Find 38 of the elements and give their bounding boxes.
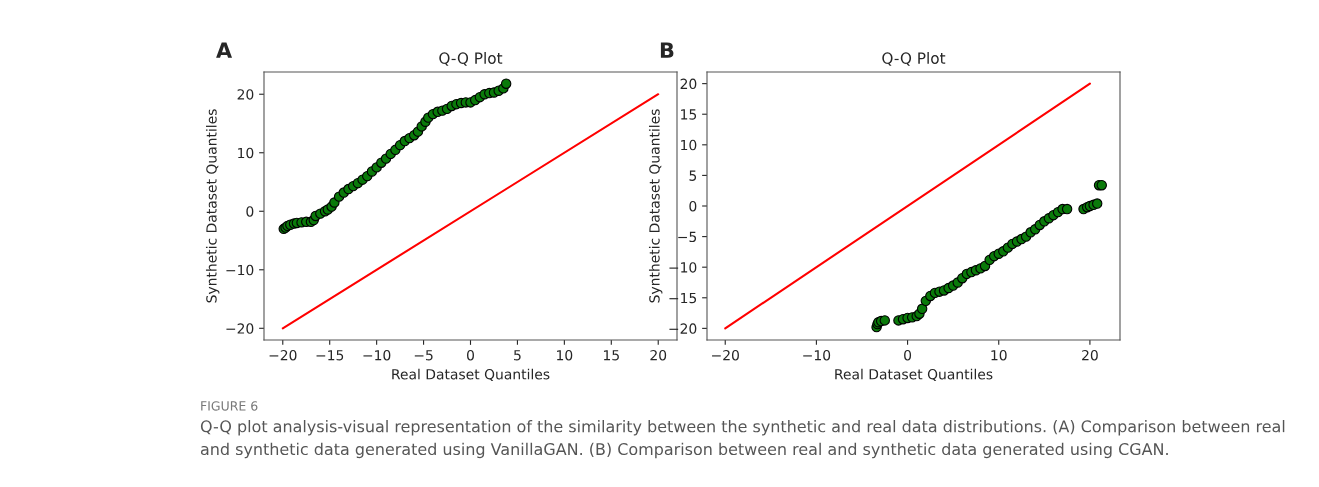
x-tick-label: 10 xyxy=(991,349,1007,361)
x-tick-label: −15 xyxy=(316,350,344,361)
x-tick-label: −5 xyxy=(414,350,433,361)
y-tick-label: 0 xyxy=(689,200,697,212)
y-tick-label: −15 xyxy=(669,292,697,304)
y-tick-label: −10 xyxy=(669,262,697,273)
y-tick-label: −20 xyxy=(669,323,697,334)
x-tick-label: 5 xyxy=(514,350,521,361)
y-tick-label: 20 xyxy=(680,78,697,90)
x-tick-label: 20 xyxy=(1082,349,1098,361)
x-tick-label: −20 xyxy=(269,349,297,361)
y-tick-label: 10 xyxy=(238,147,254,159)
x-tick-label: 20 xyxy=(650,349,667,361)
y-tick-label: 5 xyxy=(689,170,697,181)
chart-title: Q-Q Plot xyxy=(882,52,946,66)
text: B xyxy=(660,42,674,58)
y-tick-label: 0 xyxy=(246,206,254,217)
x-axis-title: Real Dataset Quantiles xyxy=(835,368,993,382)
text: Q-Q plot analysis-visual representation of the similarity between the synthetic and real data distributions. (A) Comparison between real and synthetic data generated using VanillaGAN. (B) Comparison between real and synthetic data generated using CGAN. xyxy=(200,420,1285,459)
text: A xyxy=(216,42,233,58)
y-tick-label: −5 xyxy=(678,231,697,243)
y-tick-label: −20 xyxy=(226,323,254,334)
x-tick-label: 15 xyxy=(603,350,619,361)
y-axis-title: Synthetic Dataset Quantiles xyxy=(648,109,663,303)
chart-title: Q-Q Plot xyxy=(439,52,503,66)
y-axis-title: Synthetic Dataset Quantiles xyxy=(205,109,220,303)
y-tick-label: 10 xyxy=(681,139,697,151)
x-tick-label: 0 xyxy=(904,349,912,361)
x-tick-label: 0 xyxy=(467,349,474,361)
y-tick-label: 15 xyxy=(681,109,697,120)
x-tick-label: 10 xyxy=(557,349,573,361)
caption: FIGURE 6 xyxy=(201,401,258,411)
x-tick-label: −20 xyxy=(712,349,739,361)
y-tick-label: −10 xyxy=(226,264,254,276)
y-tick-label: 20 xyxy=(237,89,254,100)
x-tick-label: −10 xyxy=(803,349,831,361)
x-axis-title: Real Dataset Quantiles xyxy=(392,368,550,382)
x-tick-label: −10 xyxy=(363,349,391,361)
